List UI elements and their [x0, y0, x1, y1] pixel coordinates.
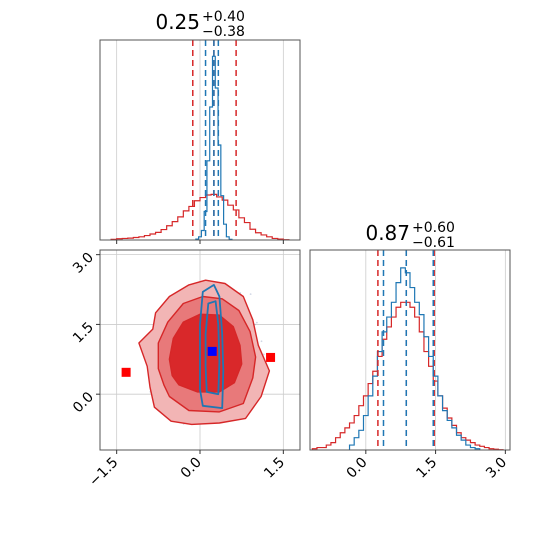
- contour-markers: [121, 346, 276, 377]
- blue-contours: [199, 284, 225, 409]
- param2-ticks: 0.0 1.5 3.0: [344, 450, 510, 482]
- contour-ytick-label-0: 0.0: [70, 389, 97, 416]
- param1-histogram-blue: [195, 55, 233, 240]
- contour-ytick-label-1: 1.5: [70, 319, 97, 346]
- scatter-point: [255, 321, 258, 324]
- scatter-point: [249, 293, 252, 295]
- param1-grid: [116, 40, 284, 240]
- param2-quantile-lines: [377, 250, 435, 450]
- histogram-panel-param1: 0.25 +0.40 −0.38: [99, 9, 301, 244]
- param2-title-median: 0.87: [365, 221, 410, 245]
- histogram-panel-param2: 0.87 +0.60 −0.61 0.0 1.5 3.0: [309, 220, 511, 482]
- contour-xtick-label-0: −1.5: [86, 455, 121, 490]
- param1-title-upper-error: +0.40: [202, 9, 245, 25]
- contour-xtick-label-1: 0.0: [178, 455, 205, 482]
- marker-1: [266, 352, 276, 362]
- param2-xtick-label-2: 3.0: [483, 455, 510, 482]
- contour-content: [121, 279, 276, 426]
- contour-ytick-label-2: 3.0: [70, 250, 97, 277]
- marker-2: [207, 346, 217, 356]
- param1-title-median: 0.25: [155, 10, 200, 34]
- param2-histogram-blue: [348, 267, 481, 450]
- scatter-point: [260, 340, 263, 343]
- param2-histogram-red: [311, 301, 504, 451]
- param2-grid: [365, 250, 506, 450]
- contour-panel: −1.5 0.0 1.5 0.0 1.5 3.0: [70, 249, 301, 490]
- param1-histogram-red: [110, 193, 290, 241]
- marker-0: [121, 367, 131, 377]
- scatter-point: [262, 353, 265, 356]
- param2-title-upper-error: +0.60: [412, 220, 455, 236]
- param2-axes-frame: [309, 249, 511, 451]
- blue-contour-0: [199, 284, 225, 409]
- param2-title-lower-error: −0.61: [412, 235, 455, 251]
- contour-xtick-label-2: 1.5: [261, 455, 288, 482]
- blue-contour-1: [204, 300, 221, 396]
- param1-title-lower-error: −0.38: [202, 24, 245, 40]
- param2-histograms: [311, 267, 504, 451]
- param2-xtick-label-0: 0.0: [344, 455, 371, 482]
- param1-quantile-lines: [192, 40, 237, 240]
- param1-histograms: [110, 55, 290, 241]
- red-contours: [138, 279, 271, 426]
- param1-ticks: [116, 240, 284, 244]
- param2-xtick-label-1: 1.5: [413, 455, 440, 482]
